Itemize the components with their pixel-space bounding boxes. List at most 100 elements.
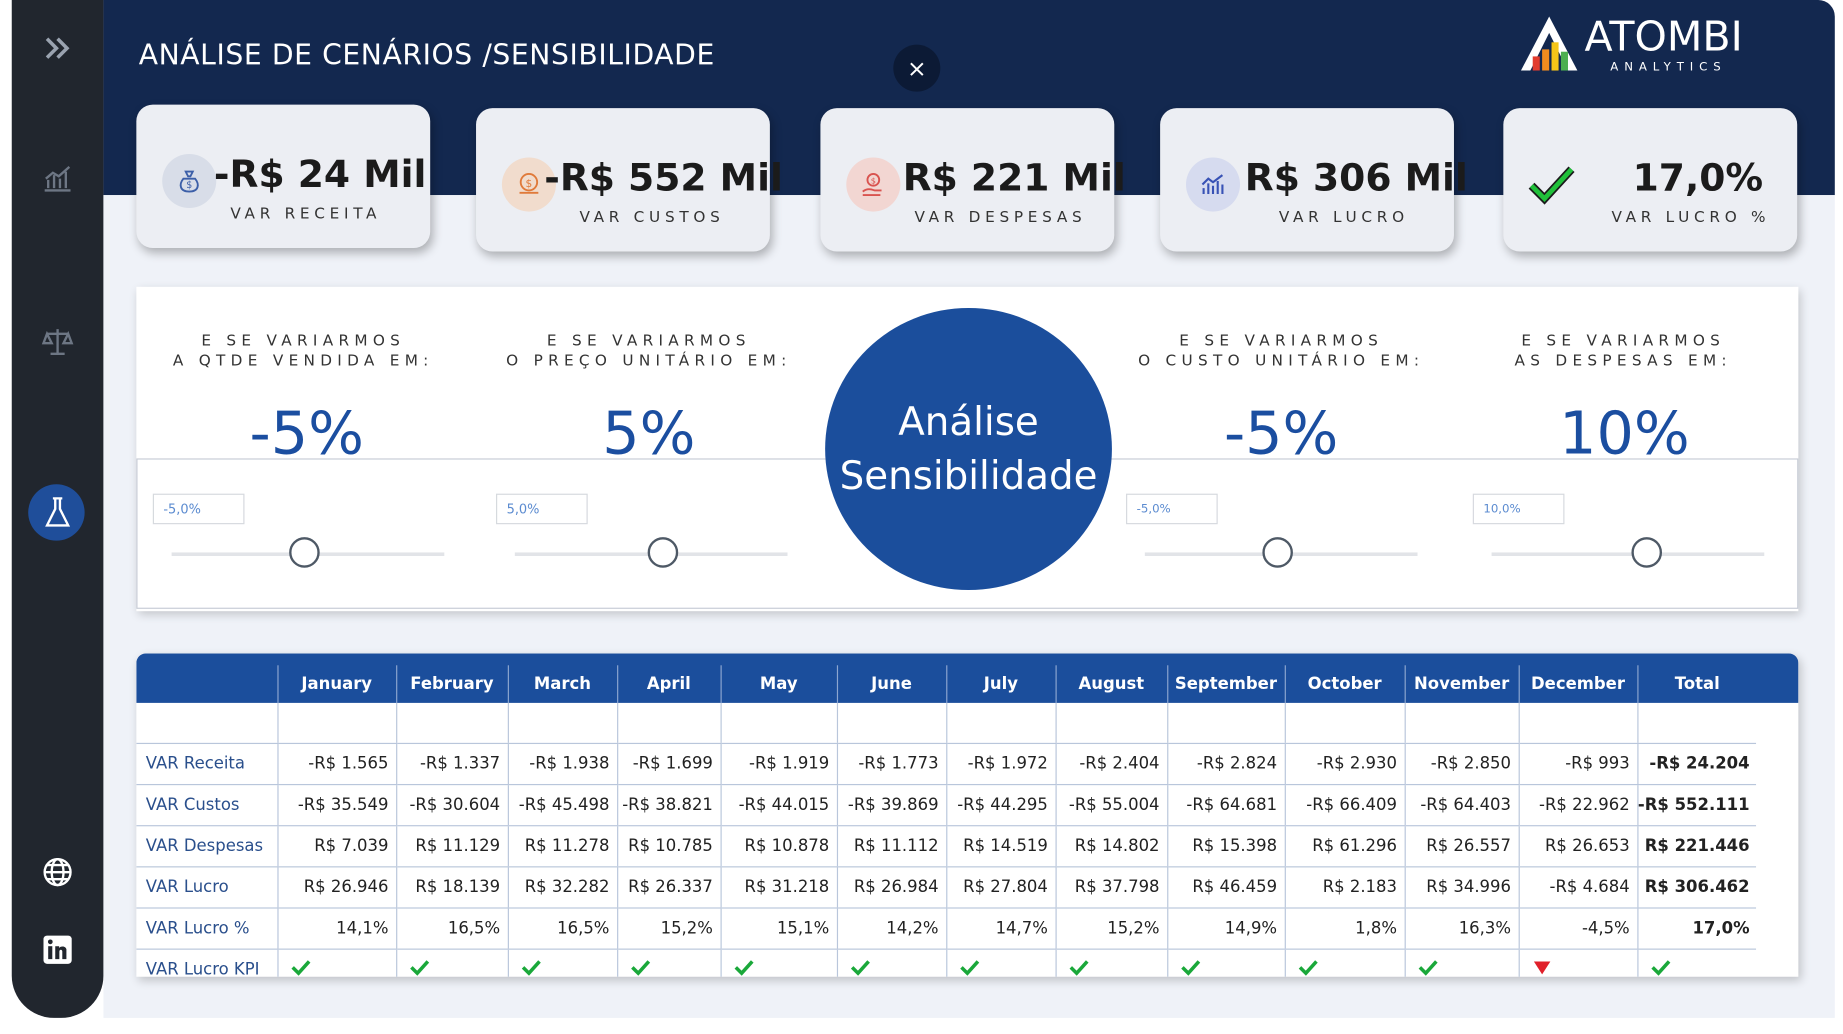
table-cell: R$ 26.946 xyxy=(276,866,397,909)
table-cell: -R$ 2.930 xyxy=(1284,743,1405,786)
coins-icon: $ xyxy=(501,157,556,212)
row-label: VAR Despesas xyxy=(136,825,278,868)
table-cell: 1,8% xyxy=(1284,907,1405,950)
kpi-status-cell xyxy=(1518,949,1638,977)
table-cell: R$ 26.337 xyxy=(616,866,721,909)
slider-input[interactable]: 10,0% xyxy=(1472,493,1565,525)
slider-thumb[interactable] xyxy=(289,537,320,568)
table-cell: -R$ 2.824 xyxy=(1166,743,1285,786)
close-button[interactable]: × xyxy=(893,44,941,92)
table-cell: R$ 26.984 xyxy=(836,866,947,909)
column-header[interactable]: December xyxy=(1518,665,1638,703)
slider-value: 10% xyxy=(1559,399,1690,468)
column-header[interactable]: April xyxy=(616,665,721,703)
flask-icon[interactable] xyxy=(40,495,75,530)
slider-question: E SE VARIARMOS A QTDE VENDIDA EM: xyxy=(139,331,468,371)
column-header[interactable]: August xyxy=(1054,665,1168,703)
table-cell: R$ 26.653 xyxy=(1518,825,1638,868)
slider-input[interactable]: -5,0% xyxy=(1126,493,1218,525)
slider-value: -5% xyxy=(249,399,365,468)
column-header[interactable]: January xyxy=(276,665,397,703)
table-cell: R$ 11.129 xyxy=(395,825,508,868)
question-line: E SE VARIARMOS xyxy=(546,332,751,351)
question-line: E SE VARIARMOS xyxy=(201,332,406,351)
row-label: VAR Custos xyxy=(136,784,278,827)
table-cell: R$ 306.462 xyxy=(1636,866,1757,909)
table-cell: R$ 34.996 xyxy=(1404,866,1519,909)
slider-thumb[interactable] xyxy=(1262,537,1293,568)
column-header[interactable]: May xyxy=(719,665,837,703)
linkedin-icon[interactable] xyxy=(40,932,75,967)
column-header[interactable]: November xyxy=(1404,665,1519,703)
check-icon xyxy=(1298,960,1318,976)
table-cell: 14,2% xyxy=(836,907,947,950)
check-icon xyxy=(521,960,541,976)
money-bag-icon: $ xyxy=(162,153,217,209)
scale-icon[interactable] xyxy=(40,324,75,359)
table-row: VAR Custos -R$ 35.549 -R$ 30.604 -R$ 45.498… xyxy=(136,784,1757,827)
chart-icon[interactable] xyxy=(40,161,75,196)
slider-input[interactable]: 5,0% xyxy=(496,493,588,525)
circle-title-line: Sensibilidade xyxy=(839,452,1098,499)
slider-input[interactable]: -5,0% xyxy=(152,493,245,525)
column-header[interactable]: June xyxy=(836,665,947,703)
table-cell: -R$ 22.962 xyxy=(1518,784,1638,827)
table-cell: 15,2% xyxy=(616,907,721,950)
slider-thumb[interactable] xyxy=(647,537,679,568)
kpi-card-var-custos: $ -R$ 552 Mil VAR CUSTOS xyxy=(476,108,783,252)
table-cell: R$ 14.519 xyxy=(945,825,1056,868)
kpi-status-cell xyxy=(1284,949,1405,977)
table-cell: -R$ 39.869 xyxy=(836,784,947,827)
table-row: VAR Lucro % 14,1% 16,5% 16,5% 15,2% 15,1% 14,2… xyxy=(136,907,1757,950)
monthly-matrix: January February March April May June Ju… xyxy=(136,653,1799,977)
table-cell: R$ 7.039 xyxy=(276,825,397,868)
table-cell: 16,5% xyxy=(507,907,618,950)
column-header[interactable]: October xyxy=(1284,665,1405,703)
table-cell: -R$ 55.004 xyxy=(1054,784,1168,827)
slider-track[interactable] xyxy=(1491,552,1765,556)
kpi-value: 17,0% xyxy=(1632,155,1764,200)
column-header[interactable]: February xyxy=(395,665,508,703)
matrix-table: January February March April May June Ju… xyxy=(136,665,1757,977)
column-header[interactable]: March xyxy=(507,665,618,703)
table-cell: R$ 46.459 xyxy=(1166,866,1285,909)
slider-question: E SE VARIARMOS O CUSTO UNITÁRIO EM: xyxy=(1117,331,1446,371)
row-label: VAR Lucro xyxy=(136,866,278,909)
kpi-label: VAR LUCRO xyxy=(1278,209,1409,227)
kpi-value: -R$ 24 Mil xyxy=(213,151,427,197)
check-icon xyxy=(1418,960,1438,976)
column-header[interactable]: September xyxy=(1166,665,1285,703)
table-cell: R$ 11.112 xyxy=(836,825,947,868)
globe-icon[interactable] xyxy=(40,855,75,890)
company-logo: ATOMBI ANALYTICS xyxy=(1516,12,1775,83)
kpi-label: VAR CUSTOS xyxy=(579,209,725,227)
check-icon xyxy=(850,960,870,976)
page-title: ANÁLISE DE CENÁRIOS /SENSIBILIDADE xyxy=(138,38,715,72)
svg-text:$: $ xyxy=(186,180,192,191)
kpi-status-cell xyxy=(945,949,1056,977)
question-line: E SE VARIARMOS xyxy=(1179,332,1384,351)
question-line: A QTDE VENDIDA EM: xyxy=(172,352,434,371)
kpi-value: -R$ 552 Mil xyxy=(544,155,783,200)
kpi-status-cell xyxy=(616,949,721,977)
column-header[interactable]: Total xyxy=(1636,665,1757,703)
table-cell: -R$ 24.204 xyxy=(1636,743,1757,786)
corner-cell xyxy=(136,665,277,703)
column-header[interactable]: July xyxy=(945,665,1056,703)
table-cell: R$ 15.398 xyxy=(1166,825,1285,868)
table-cell: R$ 11.278 xyxy=(507,825,618,868)
table-cell: -R$ 44.015 xyxy=(719,784,837,827)
table-cell: 14,7% xyxy=(945,907,1056,950)
table-cell: -R$ 1.919 xyxy=(719,743,837,786)
kpi-card-var-receita: $ -R$ 24 Mil VAR RECEITA xyxy=(136,104,431,249)
table-cell: R$ 61.296 xyxy=(1284,825,1405,868)
row-label: VAR Lucro % xyxy=(136,907,278,950)
table-row: VAR Despesas R$ 7.039 R$ 11.129 R$ 11.278 R$… xyxy=(136,825,1757,868)
row-label: VAR Lucro KPI xyxy=(136,949,278,977)
slider-thumb[interactable] xyxy=(1631,537,1663,568)
check-icon xyxy=(1650,960,1670,976)
sidebar xyxy=(11,0,104,1018)
kpi-status-cell xyxy=(1166,949,1285,977)
table-cell: 17,0% xyxy=(1636,907,1757,950)
expand-icon[interactable] xyxy=(40,31,75,66)
